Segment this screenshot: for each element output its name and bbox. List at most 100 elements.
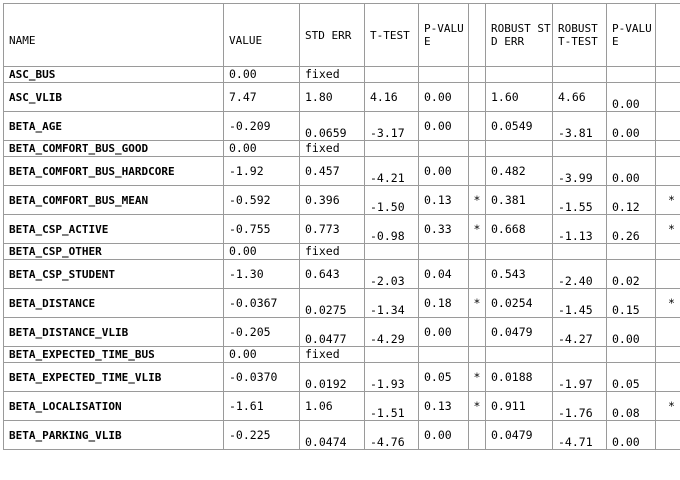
param-p-value: 0.05	[418, 362, 469, 392]
param-robust-t-test: -1.55	[552, 185, 607, 215]
param-value: 7.47	[223, 82, 300, 112]
param-t-test: -1.51	[364, 391, 419, 421]
param-t-test: -4.21	[364, 156, 419, 186]
param-std-err: fixed	[299, 66, 365, 83]
param-flag	[468, 140, 486, 157]
param-robust-p-value	[606, 346, 656, 363]
param-p-value: 0.13	[418, 185, 469, 215]
param-robust-flag	[655, 66, 680, 83]
param-p-value: 0.18	[418, 288, 469, 318]
param-robust-flag	[655, 362, 680, 392]
param-robust-std-err: 0.381	[485, 185, 553, 215]
col-header-std-err: STD ERR	[299, 3, 365, 67]
param-value: -0.209	[223, 111, 300, 141]
param-name: BETA_COMFORT_BUS_GOOD	[3, 140, 224, 157]
param-value: 0.00	[223, 243, 300, 260]
param-std-err: fixed	[299, 140, 365, 157]
param-flag: *	[468, 362, 486, 392]
table-row: BETA_COMFORT_BUS_MEAN -0.592 0.396 -1.50…	[3, 185, 680, 215]
param-t-test: -4.29	[364, 317, 419, 347]
param-robust-flag	[655, 420, 680, 450]
table-row: BETA_PARKING_VLIB -0.225 0.0474 -4.76 0.…	[3, 420, 680, 450]
param-name: ASC_VLIB	[3, 82, 224, 112]
param-robust-std-err	[485, 243, 553, 260]
param-robust-flag	[655, 259, 680, 289]
param-flag	[468, 346, 486, 363]
param-name: BETA_EXPECTED_TIME_VLIB	[3, 362, 224, 392]
param-std-err: 0.773	[299, 214, 365, 244]
param-name: BETA_CSP_STUDENT	[3, 259, 224, 289]
param-robust-t-test: -1.13	[552, 214, 607, 244]
table-row: ASC_VLIB 7.47 1.80 4.16 0.00 1.60 4.66 0…	[3, 82, 680, 112]
col-header-robust-p-value: P-VALUE	[606, 3, 656, 67]
table-row: BETA_CSP_STUDENT -1.30 0.643 -2.03 0.04 …	[3, 259, 680, 289]
param-robust-std-err	[485, 66, 553, 83]
param-value: -1.92	[223, 156, 300, 186]
param-robust-std-err: 0.668	[485, 214, 553, 244]
param-t-test: -1.93	[364, 362, 419, 392]
param-robust-t-test	[552, 346, 607, 363]
param-robust-flag	[655, 346, 680, 363]
param-p-value	[418, 346, 469, 363]
param-t-test: -0.98	[364, 214, 419, 244]
param-flag: *	[468, 288, 486, 318]
param-std-err: 0.457	[299, 156, 365, 186]
param-robust-t-test	[552, 66, 607, 83]
col-header-flag	[468, 3, 486, 67]
estimation-results-table: NAME VALUE STD ERR T-TEST P-VALUE ROBUST…	[3, 3, 680, 450]
param-robust-t-test: -2.40	[552, 259, 607, 289]
col-header-robust-flag	[655, 3, 680, 67]
param-p-value: 0.33	[418, 214, 469, 244]
table-row: BETA_CSP_OTHER 0.00 fixed	[3, 243, 680, 260]
param-p-value: 0.00	[418, 156, 469, 186]
param-robust-flag	[655, 82, 680, 112]
param-std-err: fixed	[299, 243, 365, 260]
param-std-err: 0.0192	[299, 362, 365, 392]
param-robust-std-err: 1.60	[485, 82, 553, 112]
param-p-value: 0.04	[418, 259, 469, 289]
param-name: BETA_CSP_OTHER	[3, 243, 224, 260]
table-row: BETA_DISTANCE_VLIB -0.205 0.0477 -4.29 0…	[3, 317, 680, 347]
param-t-test: -3.17	[364, 111, 419, 141]
param-robust-p-value: 0.00	[606, 317, 656, 347]
col-header-robust-t-test: ROBUST T-TEST	[552, 3, 607, 67]
param-std-err: 0.643	[299, 259, 365, 289]
param-robust-t-test: -1.45	[552, 288, 607, 318]
param-flag	[468, 111, 486, 141]
col-header-robust-std-err: ROBUST STD ERR	[485, 3, 553, 67]
param-p-value: 0.13	[418, 391, 469, 421]
param-robust-flag: *	[655, 288, 680, 318]
param-flag	[468, 420, 486, 450]
param-flag	[468, 259, 486, 289]
param-robust-t-test	[552, 243, 607, 260]
param-value: -1.61	[223, 391, 300, 421]
param-value: 0.00	[223, 66, 300, 83]
param-std-err: 0.0275	[299, 288, 365, 318]
param-name: BETA_COMFORT_BUS_MEAN	[3, 185, 224, 215]
param-robust-std-err: 0.0549	[485, 111, 553, 141]
param-robust-p-value: 0.00	[606, 156, 656, 186]
param-robust-std-err	[485, 140, 553, 157]
param-p-value	[418, 243, 469, 260]
param-robust-t-test: -3.81	[552, 111, 607, 141]
param-std-err: 1.06	[299, 391, 365, 421]
header-row: NAME VALUE STD ERR T-TEST P-VALUE ROBUST…	[3, 3, 680, 67]
param-std-err: 0.0474	[299, 420, 365, 450]
param-value: -0.755	[223, 214, 300, 244]
param-robust-p-value: 0.15	[606, 288, 656, 318]
param-t-test: -4.76	[364, 420, 419, 450]
param-p-value	[418, 66, 469, 83]
param-robust-std-err: 0.482	[485, 156, 553, 186]
param-p-value: 0.00	[418, 317, 469, 347]
param-robust-std-err	[485, 346, 553, 363]
param-robust-std-err: 0.0479	[485, 317, 553, 347]
param-robust-flag: *	[655, 185, 680, 215]
param-robust-flag	[655, 156, 680, 186]
param-t-test: -2.03	[364, 259, 419, 289]
param-robust-std-err: 0.0479	[485, 420, 553, 450]
param-robust-t-test: -1.97	[552, 362, 607, 392]
param-name: BETA_COMFORT_BUS_HARDCORE	[3, 156, 224, 186]
param-t-test: -1.34	[364, 288, 419, 318]
param-robust-p-value: 0.05	[606, 362, 656, 392]
param-value: -0.0370	[223, 362, 300, 392]
